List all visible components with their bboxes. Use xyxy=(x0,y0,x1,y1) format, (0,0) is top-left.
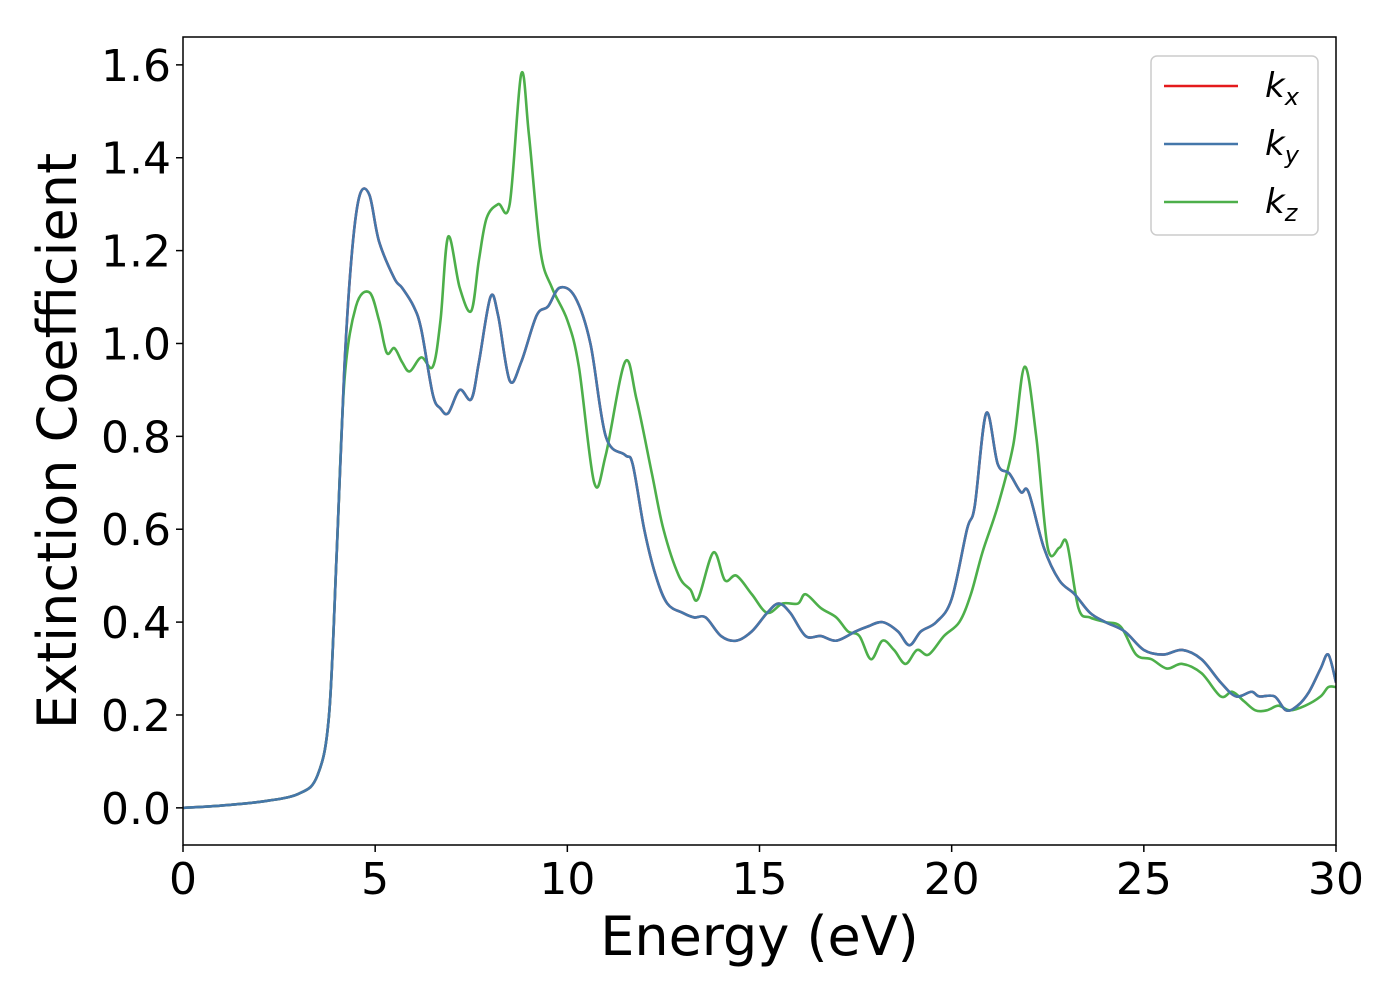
y-axis-label: Extinction Coefficient xyxy=(26,153,89,729)
y-tick-label: 0.6 xyxy=(101,505,171,556)
y-tick-label: 0.2 xyxy=(101,691,171,742)
x-tick-label: 20 xyxy=(924,854,980,905)
legend-item-k-z: kz xyxy=(1164,182,1299,227)
x-tick-label: 15 xyxy=(732,854,788,905)
series-line-k-z xyxy=(183,70,1336,810)
y-axis-ticks: 0.0 0.2 0.4 0.6 0.8 1.0 1.2 1.4 1.6 xyxy=(101,41,183,835)
series-line-k-x xyxy=(183,187,1336,810)
y-tick-label: 0.0 xyxy=(101,784,171,835)
series-line-k-y xyxy=(183,187,1336,810)
x-tick-label: 10 xyxy=(539,854,595,905)
y-tick-label: 1.0 xyxy=(101,319,171,370)
legend-item-k-y: ky xyxy=(1164,124,1300,169)
x-axis-label: Energy (eV) xyxy=(600,905,919,968)
y-tick-label: 0.8 xyxy=(101,412,171,463)
legend-items: kx ky kz xyxy=(1164,66,1300,227)
legend-box xyxy=(1150,55,1319,236)
y-tick-label: 0.4 xyxy=(101,598,171,649)
x-tick-label: 25 xyxy=(1116,854,1172,905)
x-axis-ticks: 0 5 10 15 20 25 30 xyxy=(169,845,1364,905)
legend-label: ky xyxy=(1265,124,1300,169)
x-tick-label: 5 xyxy=(361,854,389,905)
x-tick-label: 0 xyxy=(169,854,197,905)
legend-item-k-x: kx xyxy=(1164,66,1300,111)
y-tick-label: 1.4 xyxy=(101,134,171,185)
legend-label: kz xyxy=(1265,182,1299,227)
series-lines xyxy=(183,70,1336,810)
legend-label: kx xyxy=(1265,66,1300,111)
y-tick-label: 1.2 xyxy=(101,227,171,278)
y-tick-label: 1.6 xyxy=(101,41,171,92)
x-tick-label: 30 xyxy=(1308,854,1364,905)
legend: kx ky kz xyxy=(1150,55,1319,236)
